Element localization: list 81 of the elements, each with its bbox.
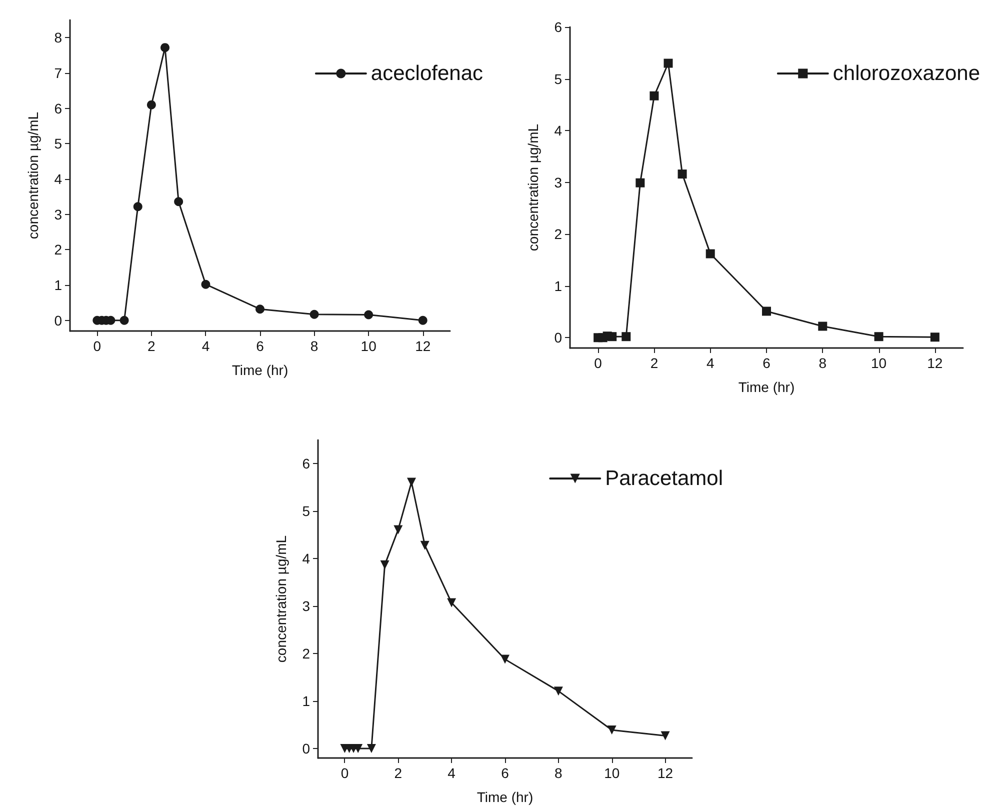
point xyxy=(256,304,264,314)
x-tick-label: 4 xyxy=(448,765,456,781)
point xyxy=(660,731,670,740)
y-axis-title: concentration µg/mL xyxy=(525,124,541,252)
point xyxy=(554,686,563,696)
y-tick-label: 4 xyxy=(54,171,62,188)
point xyxy=(706,249,715,258)
y-tick-label: 5 xyxy=(54,136,62,152)
legend-label: aceclofenac xyxy=(370,62,484,85)
x-axis-title: Time (hr) xyxy=(738,379,795,395)
x-tick-label: 10 xyxy=(870,355,887,371)
x-tick-label: 12 xyxy=(927,355,943,371)
y-tick-label: 6 xyxy=(554,19,562,35)
x-tick-label: 0 xyxy=(594,355,602,371)
y-tick-label: 4 xyxy=(302,550,310,567)
y-tick-label: 0 xyxy=(302,740,310,757)
x-tick-label: 2 xyxy=(650,355,658,371)
y-tick-label: 4 xyxy=(554,122,562,139)
x-axis-title: Time (hr) xyxy=(476,789,534,805)
point xyxy=(762,306,771,316)
x-tick-label: 6 xyxy=(762,355,771,371)
point xyxy=(201,280,210,289)
point xyxy=(160,43,170,52)
y-tick-label: 8 xyxy=(54,30,62,46)
point xyxy=(310,310,319,319)
x-tick-label: 0 xyxy=(93,338,102,354)
point xyxy=(447,598,456,608)
point xyxy=(418,316,428,325)
point xyxy=(636,178,645,188)
y-axis-title: concentration µg/mL xyxy=(25,112,41,240)
point xyxy=(133,202,142,212)
x-tick-label: 2 xyxy=(148,338,156,354)
point xyxy=(608,332,617,342)
x-tick-label: 12 xyxy=(657,765,674,781)
point xyxy=(407,478,416,487)
point xyxy=(678,170,687,179)
point xyxy=(364,310,374,320)
point xyxy=(622,332,631,342)
x-tick-label: 6 xyxy=(501,765,510,781)
point xyxy=(420,540,430,550)
y-tick-label: 3 xyxy=(554,174,562,190)
y-tick-label: 6 xyxy=(302,456,310,472)
point xyxy=(664,58,673,68)
y-tick-label: 7 xyxy=(54,65,62,82)
x-axis-title: Time (hr) xyxy=(232,362,288,378)
y-tick-label: 2 xyxy=(54,242,62,258)
x-tick-label: 2 xyxy=(394,765,402,781)
x-tick-label: 10 xyxy=(604,765,620,781)
x-tick-label: 12 xyxy=(415,338,431,354)
y-tick-label: 1 xyxy=(554,278,562,294)
point xyxy=(818,322,828,331)
point xyxy=(650,91,659,100)
point xyxy=(366,744,376,754)
point xyxy=(500,654,510,664)
y-tick-label: 1 xyxy=(54,277,62,294)
y-tick-label: 5 xyxy=(554,70,562,87)
point xyxy=(930,332,940,342)
y-tick-label: 3 xyxy=(54,206,62,222)
y-tick-label: 5 xyxy=(302,503,310,520)
point xyxy=(394,525,403,534)
x-tick-label: 4 xyxy=(706,355,714,371)
point xyxy=(874,332,884,342)
x-tick-label: 4 xyxy=(202,338,210,354)
point xyxy=(607,725,616,734)
x-tick-label: 6 xyxy=(256,338,264,354)
y-tick-label: 0 xyxy=(54,312,62,328)
point xyxy=(380,560,390,570)
y-tick-label: 1 xyxy=(302,693,310,710)
legend-label: Paracetamol xyxy=(605,467,723,490)
y-tick-label: 2 xyxy=(554,226,562,242)
x-tick-label: 0 xyxy=(340,765,349,781)
x-tick-label: 10 xyxy=(360,338,377,354)
y-tick-label: 6 xyxy=(54,100,62,116)
y-tick-label: 2 xyxy=(302,646,310,662)
y-axis-title: concentration µg/mL xyxy=(273,535,289,663)
legend-label: chlorozoxazone xyxy=(832,62,980,85)
point xyxy=(120,316,129,325)
x-tick-label: 8 xyxy=(818,355,827,371)
y-tick-label: 3 xyxy=(302,598,310,614)
point xyxy=(146,100,156,110)
point xyxy=(174,197,184,206)
